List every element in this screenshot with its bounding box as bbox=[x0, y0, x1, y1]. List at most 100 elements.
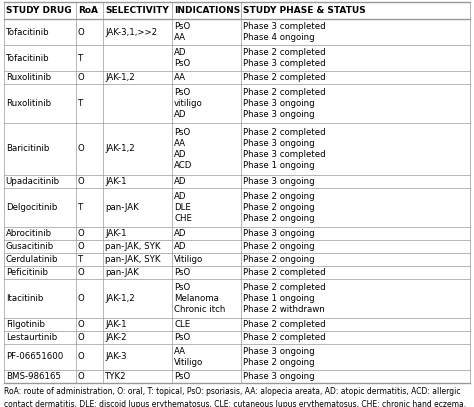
Text: Phase 3 ongoing: Phase 3 ongoing bbox=[243, 110, 315, 119]
Bar bbox=[4, 71, 470, 84]
Text: JAK-1,2: JAK-1,2 bbox=[105, 73, 135, 82]
Text: Chronic itch: Chronic itch bbox=[174, 304, 226, 314]
Text: JAK-1,2: JAK-1,2 bbox=[105, 144, 135, 153]
Text: AA: AA bbox=[174, 139, 186, 148]
Text: Phase 2 ongoing: Phase 2 ongoing bbox=[243, 192, 315, 201]
Text: O: O bbox=[78, 144, 85, 153]
Bar bbox=[4, 19, 470, 45]
Text: O: O bbox=[78, 28, 85, 37]
Bar bbox=[4, 45, 470, 71]
Text: PsO: PsO bbox=[174, 372, 191, 381]
Text: pan-JAK, SYK: pan-JAK, SYK bbox=[105, 242, 161, 251]
Text: Lestaurtinib: Lestaurtinib bbox=[6, 333, 57, 341]
Text: O: O bbox=[78, 268, 85, 277]
Text: contact dermatitis, DLE: discoid lupus erythematosus, CLE: cutaneous lupus eryth: contact dermatitis, DLE: discoid lupus e… bbox=[4, 400, 466, 407]
Text: AD: AD bbox=[174, 229, 187, 238]
Text: Phase 3 ongoing: Phase 3 ongoing bbox=[243, 99, 315, 108]
Text: Itacitinib: Itacitinib bbox=[6, 294, 43, 303]
Text: Phase 3 completed: Phase 3 completed bbox=[243, 150, 326, 159]
Text: AD: AD bbox=[174, 48, 187, 57]
Text: pan-JAK, SYK: pan-JAK, SYK bbox=[105, 255, 161, 264]
Text: Phase 2 ongoing: Phase 2 ongoing bbox=[243, 255, 315, 264]
Text: STUDY DRUG: STUDY DRUG bbox=[6, 6, 71, 15]
Bar bbox=[4, 344, 470, 370]
Text: O: O bbox=[78, 229, 85, 238]
Text: O: O bbox=[78, 294, 85, 303]
Bar bbox=[4, 318, 470, 330]
Text: vitiligo: vitiligo bbox=[174, 99, 203, 108]
Text: Baricitinib: Baricitinib bbox=[6, 144, 49, 153]
Text: PF-06651600: PF-06651600 bbox=[6, 352, 63, 361]
Text: Phase 3 completed: Phase 3 completed bbox=[243, 22, 326, 31]
Text: Vitiligo: Vitiligo bbox=[174, 358, 203, 367]
Text: Phase 2 ongoing: Phase 2 ongoing bbox=[243, 242, 315, 251]
Text: Phase 3 ongoing: Phase 3 ongoing bbox=[243, 372, 315, 381]
Text: pan-JAK: pan-JAK bbox=[105, 268, 139, 277]
Text: Phase 2 ongoing: Phase 2 ongoing bbox=[243, 358, 315, 367]
Text: Phase 1 ongoing: Phase 1 ongoing bbox=[243, 294, 315, 303]
Bar bbox=[4, 370, 470, 383]
Text: Phase 2 completed: Phase 2 completed bbox=[243, 333, 326, 341]
Text: JAK-1: JAK-1 bbox=[105, 177, 127, 186]
Text: T: T bbox=[78, 203, 83, 212]
Text: Peficitinib: Peficitinib bbox=[6, 268, 48, 277]
Text: O: O bbox=[78, 177, 85, 186]
Text: RoA: route of administration, O: oral, T: topical, PsO: psoriasis, AA: alopecia : RoA: route of administration, O: oral, T… bbox=[4, 387, 460, 396]
Text: Phase 2 completed: Phase 2 completed bbox=[243, 73, 326, 82]
Text: Abrocitinib: Abrocitinib bbox=[6, 229, 52, 238]
Bar bbox=[4, 227, 470, 240]
Text: Cerdulatinib: Cerdulatinib bbox=[6, 255, 58, 264]
Text: AD: AD bbox=[174, 242, 187, 251]
Bar bbox=[4, 330, 470, 344]
Text: Delgocitinib: Delgocitinib bbox=[6, 203, 57, 212]
Text: AD: AD bbox=[174, 177, 187, 186]
Text: ACD: ACD bbox=[174, 161, 192, 170]
Text: SELECTIVITY: SELECTIVITY bbox=[105, 6, 169, 15]
Text: O: O bbox=[78, 73, 85, 82]
Text: pan-JAK: pan-JAK bbox=[105, 203, 139, 212]
Text: Phase 2 completed: Phase 2 completed bbox=[243, 283, 326, 292]
Bar bbox=[4, 240, 470, 253]
Text: Upadacitinib: Upadacitinib bbox=[6, 177, 60, 186]
Text: Phase 2 withdrawn: Phase 2 withdrawn bbox=[243, 304, 325, 314]
Text: Phase 2 completed: Phase 2 completed bbox=[243, 48, 326, 57]
Text: Phase 2 completed: Phase 2 completed bbox=[243, 128, 326, 137]
Text: DLE: DLE bbox=[174, 203, 191, 212]
Text: CLE: CLE bbox=[174, 319, 191, 329]
Text: PsO: PsO bbox=[174, 22, 191, 31]
Text: Phase 3 completed: Phase 3 completed bbox=[243, 59, 326, 68]
Text: O: O bbox=[78, 372, 85, 381]
Text: JAK-2: JAK-2 bbox=[105, 333, 127, 341]
Text: Gusacitinib: Gusacitinib bbox=[6, 242, 54, 251]
Text: T: T bbox=[78, 54, 83, 63]
Text: Phase 4 ongoing: Phase 4 ongoing bbox=[243, 33, 315, 42]
Bar bbox=[4, 84, 470, 123]
Text: Phase 1 ongoing: Phase 1 ongoing bbox=[243, 161, 315, 170]
Text: JAK-3,1,>>2: JAK-3,1,>>2 bbox=[105, 28, 157, 37]
Text: PsO: PsO bbox=[174, 128, 191, 137]
Text: Melanoma: Melanoma bbox=[174, 294, 219, 303]
Bar bbox=[4, 123, 470, 175]
Text: JAK-3: JAK-3 bbox=[105, 352, 127, 361]
Text: AD: AD bbox=[174, 150, 187, 159]
Text: PsO: PsO bbox=[174, 283, 191, 292]
Text: O: O bbox=[78, 352, 85, 361]
Text: PsO: PsO bbox=[174, 268, 191, 277]
Bar bbox=[4, 188, 470, 227]
Text: AD: AD bbox=[174, 110, 187, 119]
Text: Tofacitinib: Tofacitinib bbox=[6, 54, 49, 63]
Text: T: T bbox=[78, 99, 83, 108]
Text: Phase 3 ongoing: Phase 3 ongoing bbox=[243, 347, 315, 356]
Text: Phase 2 ongoing: Phase 2 ongoing bbox=[243, 214, 315, 223]
Text: INDICATIONS: INDICATIONS bbox=[174, 6, 240, 15]
Text: Phase 3 ongoing: Phase 3 ongoing bbox=[243, 177, 315, 186]
Text: AA: AA bbox=[174, 33, 186, 42]
Text: Phase 2 completed: Phase 2 completed bbox=[243, 268, 326, 277]
Text: Ruxolitinib: Ruxolitinib bbox=[6, 99, 51, 108]
Bar bbox=[4, 253, 470, 266]
Text: Phase 2 ongoing: Phase 2 ongoing bbox=[243, 203, 315, 212]
Text: Tofacitinib: Tofacitinib bbox=[6, 28, 49, 37]
Text: PsO: PsO bbox=[174, 88, 191, 97]
Text: Phase 3 ongoing: Phase 3 ongoing bbox=[243, 229, 315, 238]
Text: Ruxolitinib: Ruxolitinib bbox=[6, 73, 51, 82]
